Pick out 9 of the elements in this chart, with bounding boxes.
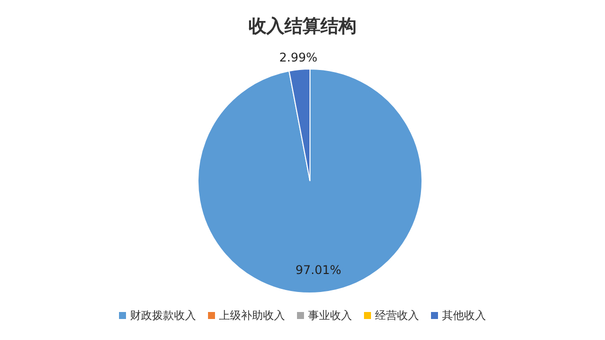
legend-label: 经营收入 [375,308,419,323]
data-label: 2.99% [279,50,318,65]
legend-label: 事业收入 [308,308,352,323]
chart-title: 收入结算结构 [248,15,358,38]
data-label: 97.01% [296,263,342,278]
legend-label: 上级补助收入 [219,308,285,323]
legend-label: 财政拨款收入 [130,308,196,323]
pie-slice [198,68,422,294]
legend-label: 其他收入 [442,308,486,323]
